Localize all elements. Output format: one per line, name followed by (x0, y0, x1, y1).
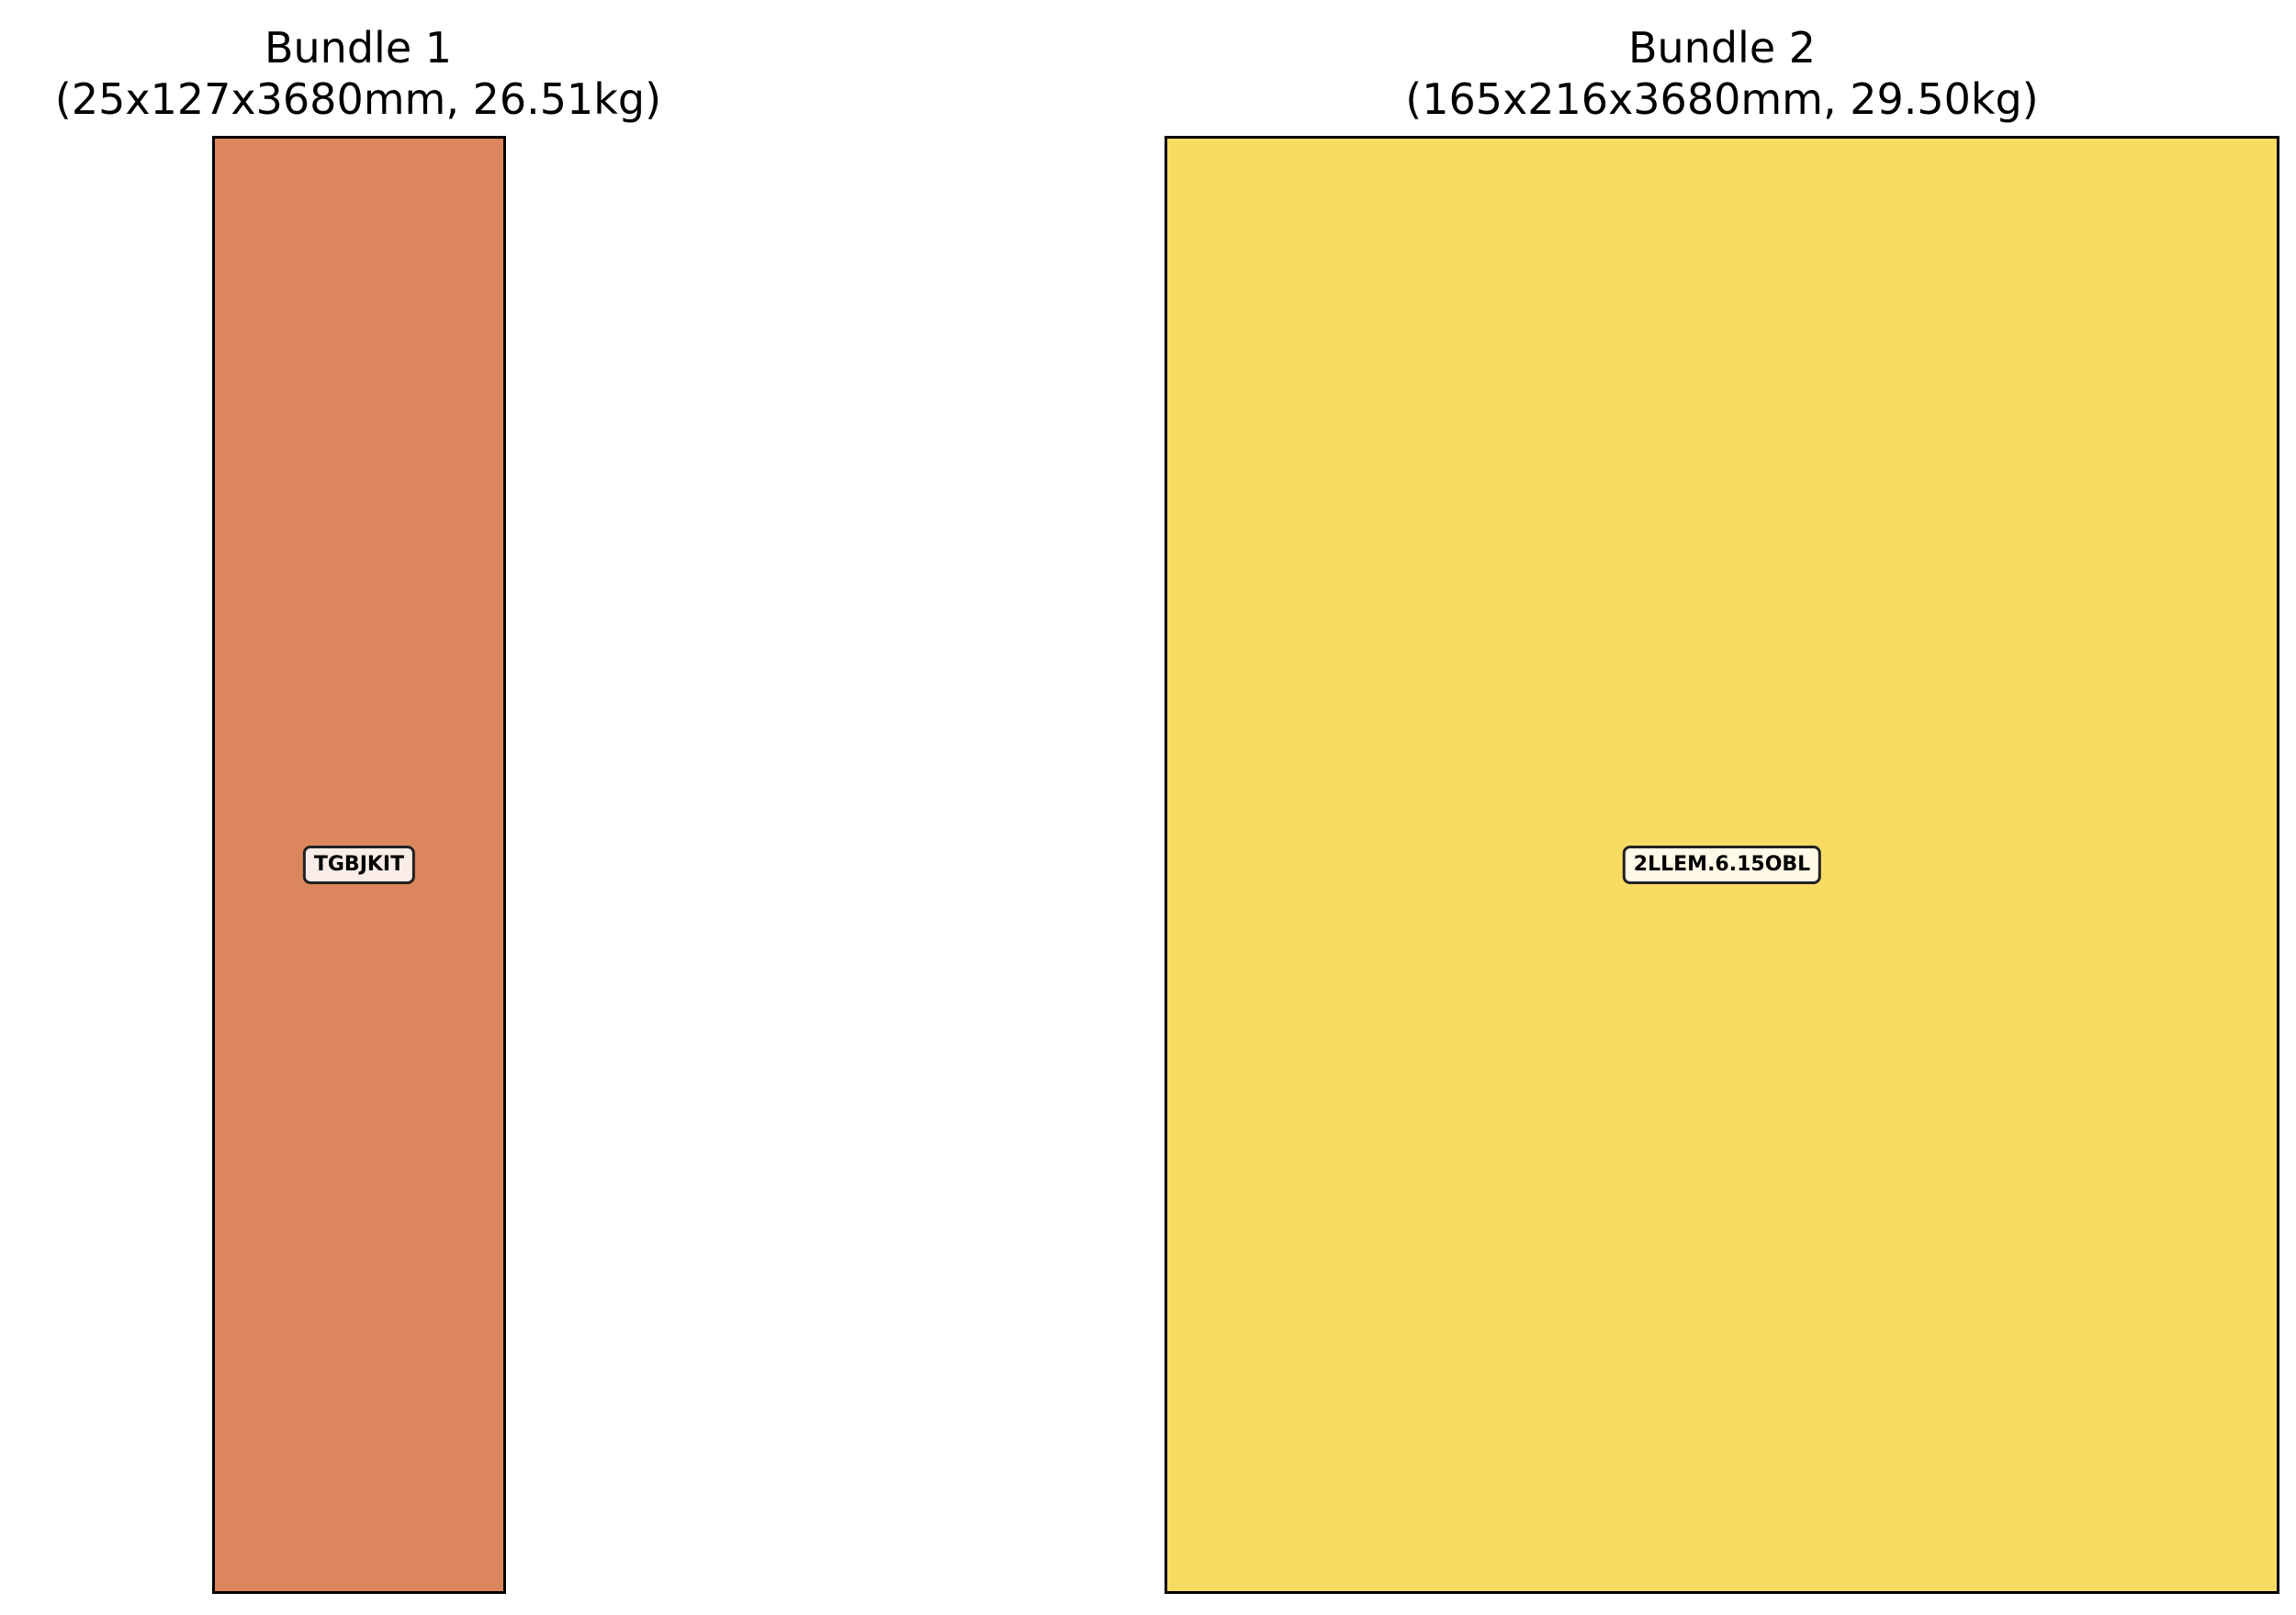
bundle-1-dimensions: (25x127x3680mm, 26.51kg) (54, 74, 662, 124)
bundle-1-title: Bundle 1 (25x127x3680mm, 26.51kg) (0, 22, 716, 125)
bundle-1-name: Bundle 1 (264, 23, 453, 73)
bundle-2-name: Bundle 2 (1627, 23, 1817, 73)
bundle-2-title: Bundle 2 (165x216x3680mm, 29.50kg) (1194, 22, 2250, 125)
bundle-2-dimensions: (165x216x3680mm, 29.50kg) (1405, 74, 2039, 124)
bundle-1-item-label: TGBJKIT (302, 846, 416, 884)
bundle-2-item-label: 2LLEM.6.15OBL (1622, 846, 1822, 884)
